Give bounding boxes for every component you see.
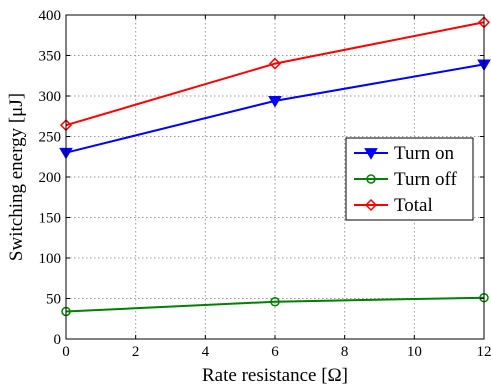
y-tick-label: 350 xyxy=(39,49,62,65)
x-axis-title: Rate resistance [Ω] xyxy=(202,365,348,386)
legend: Turn on Turn off Total xyxy=(345,137,474,221)
y-tick-label: 400 xyxy=(39,8,62,24)
data-point xyxy=(270,296,280,307)
data-point xyxy=(268,57,282,70)
legend-item: Turn off xyxy=(354,169,457,190)
x-tick-label: 8 xyxy=(341,344,349,360)
y-tick-label: 150 xyxy=(39,211,62,227)
series-line xyxy=(65,21,485,127)
x-tick-label: 10 xyxy=(407,344,422,360)
legend-marker xyxy=(366,174,376,184)
x-tick-label: 4 xyxy=(202,344,210,360)
y-tick-label: 250 xyxy=(39,130,62,146)
ticks xyxy=(65,14,485,340)
x-tick-label: 12 xyxy=(477,344,491,360)
y-axis-title: Switching energy [μJ] xyxy=(6,93,27,261)
legend-marker xyxy=(364,148,378,160)
tick-labels: 0 2 4 6 8 10 12 0 50 100 150 200 250 300 350 400 xyxy=(39,8,491,360)
y-tick-label: 50 xyxy=(46,292,61,308)
legend-marker xyxy=(364,198,378,212)
y-tick-label: 300 xyxy=(39,89,62,105)
legend-label: Total xyxy=(394,195,433,216)
legend-label: Turn off xyxy=(394,169,457,190)
y-tick-label: 200 xyxy=(39,170,62,186)
y-tick-label: 100 xyxy=(39,251,62,267)
legend-item: Total xyxy=(354,195,433,216)
legend-label: Turn on xyxy=(394,143,455,164)
x-tick-label: 6 xyxy=(271,344,279,360)
y-tick-label: 0 xyxy=(54,332,62,348)
x-tick-label: 2 xyxy=(132,344,140,360)
legend-item: Turn on xyxy=(354,143,455,164)
series-layer xyxy=(59,16,491,317)
series-line xyxy=(65,296,485,313)
data-point xyxy=(268,95,282,108)
x-tick-label: 0 xyxy=(62,344,70,360)
